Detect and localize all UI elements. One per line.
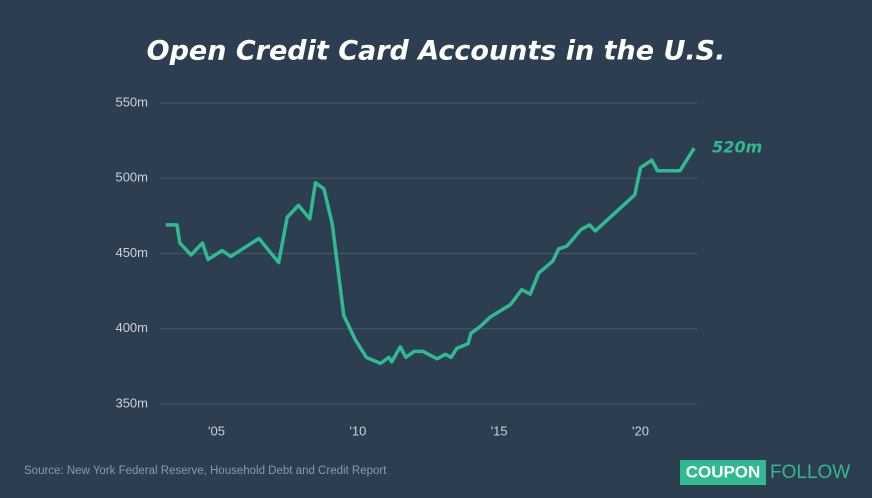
y-tick-label: 400m <box>115 320 148 335</box>
y-tick-label: 350m <box>115 395 148 410</box>
y-tick-label: 500m <box>115 170 148 185</box>
logo-coupon: COUPON <box>686 462 761 481</box>
logo-box <box>680 460 766 485</box>
y-tick-label: 450m <box>115 245 148 260</box>
chart-title: Open Credit Card Accounts in the U.S. <box>147 36 726 67</box>
x-tick-label: '10 <box>349 423 366 438</box>
y-tick-label: 550m <box>115 94 148 109</box>
logo-follow: FOLLOW <box>770 462 850 483</box>
x-tick-label: '05 <box>208 423 225 438</box>
x-tick-label: '20 <box>632 423 649 438</box>
x-tick-label: '15 <box>491 423 508 438</box>
source-note: Source: New York Federal Reserve, Househ… <box>24 465 387 477</box>
value-label: 520m <box>712 138 762 157</box>
data-line <box>165 147 696 366</box>
